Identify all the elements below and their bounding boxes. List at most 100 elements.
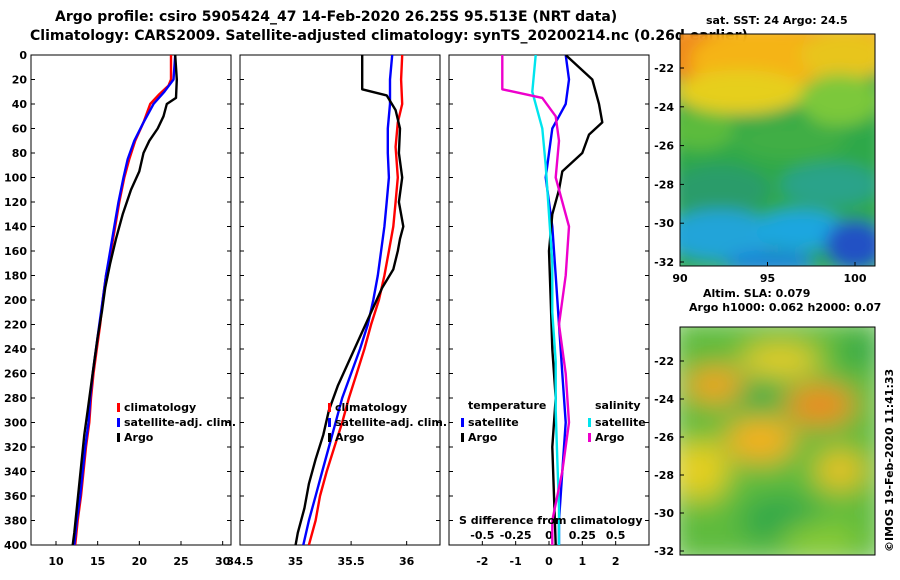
legend-label-s-satellite: satellite <box>595 416 646 429</box>
temperature-plot-frame <box>30 54 232 546</box>
x-tick-label: 15 <box>90 555 105 568</box>
y-tick-label: 140 <box>4 221 27 234</box>
s-tick-label: 0.25 <box>569 529 596 542</box>
map-axis-ticks: -22 -24 -26 -28 -30 -32 90 95 100 -22 -24 -26 -28 -30… <box>654 62 867 558</box>
map-x-tick-label: 100 <box>844 272 867 285</box>
x-tick-label: 10 <box>48 555 64 568</box>
y-tick-label: 400 <box>4 539 27 552</box>
salinity-line-satellite-adj-clim- <box>302 55 394 545</box>
map-y-tick-label: -30 <box>654 507 674 520</box>
sst-map-title: sat. SST: 24 Argo: 24.5 <box>706 14 848 27</box>
figure-title-line2: Climatology: CARS2009. Satellite-adjuste… <box>30 28 748 44</box>
salinity-plot-frame <box>239 54 441 546</box>
sla-map-image <box>680 327 875 555</box>
figure-title-line1: Argo profile: csiro 5905424_47 14-Feb-20… <box>55 9 617 25</box>
s-tick-label: -0.5 <box>470 529 494 542</box>
salinity-series-group <box>294 55 405 545</box>
temperature-line-satellite-adj-clim- <box>73 55 177 545</box>
map-y-tick-label: -28 <box>654 469 674 482</box>
legend-label-s-argo: Argo <box>595 431 625 444</box>
map-y-tick-label: -32 <box>654 545 674 558</box>
legend-title-salinity: salinity <box>595 399 641 412</box>
y-tick-label: 120 <box>4 196 27 209</box>
y-tick-label: 100 <box>4 172 27 185</box>
x-tick-label: -2 <box>476 555 488 568</box>
legend-label-satellite-adj: satellite-adj. clim. <box>124 416 236 429</box>
y-tick-label: 380 <box>4 515 27 528</box>
x-tick-label: 1 <box>579 555 587 568</box>
legend-label-t-satellite: satellite <box>468 416 519 429</box>
salinity-line-climatology <box>307 55 404 545</box>
map-y-tick-label: -30 <box>654 217 674 230</box>
salinity-line-argo <box>294 55 405 545</box>
salinity-legend: climatology satellite-adj. clim. Argo <box>328 401 447 444</box>
map-y-tick-label: -28 <box>654 178 674 191</box>
map-y-tick-label: -26 <box>654 140 674 153</box>
legend-swatch-satellite-adj <box>328 418 331 427</box>
legend-swatch-t-argo <box>461 433 464 442</box>
y-tick-label: 320 <box>4 441 27 454</box>
y-tick-label: 40 <box>12 98 28 111</box>
legend-swatch-s-satellite <box>588 418 591 427</box>
sst-map-frame <box>679 33 876 267</box>
legend-swatch-climatology <box>328 403 331 412</box>
map-y-tick-label: -24 <box>654 101 674 114</box>
legend-label-climatology: climatology <box>335 401 407 414</box>
map-y-tick-label: -24 <box>654 393 674 406</box>
x-tick-label: 25 <box>173 555 188 568</box>
y-tick-label: 300 <box>4 417 27 430</box>
x-tick-label: 2 <box>612 555 620 568</box>
x-tick-label: -1 <box>510 555 522 568</box>
y-tick-label: 280 <box>4 392 27 405</box>
difference-legend: temperature satellite Argo salinity sate… <box>461 399 646 444</box>
temperature-line-argo <box>71 55 179 545</box>
y-tick-label: 340 <box>4 466 27 479</box>
map-y-tick-label: -32 <box>654 256 674 269</box>
y-tick-label: 0 <box>19 49 27 62</box>
map-x-tick-label: 95 <box>760 272 775 285</box>
x-tick-label: 34.5 <box>226 555 253 568</box>
difference-secondary-axis-title: S difference from climatology <box>459 514 643 527</box>
profile-series <box>71 55 604 545</box>
sla-map-title-line2: Argo h1000: 0.062 h2000: 0.07 <box>689 301 881 314</box>
y-tick-label: 260 <box>4 368 27 381</box>
x-tick-label: 35.5 <box>338 555 365 568</box>
difference-line-s-satellite <box>531 55 561 545</box>
map-x-tick-label: 90 <box>672 272 688 285</box>
y-tick-label: 180 <box>4 270 27 283</box>
map-y-tick-label: -22 <box>654 62 674 75</box>
legend-title-temperature: temperature <box>468 399 546 412</box>
difference-series-group <box>501 55 604 545</box>
sla-map-frame <box>679 326 876 556</box>
x-tick-label: 35 <box>288 555 303 568</box>
legend-label-argo: Argo <box>124 431 154 444</box>
y-tick-label: 220 <box>4 319 27 332</box>
imos-credit: ©IMOS 19-Feb-2020 11:41:33 <box>883 369 896 552</box>
map-y-tick-label: -26 <box>654 431 674 444</box>
y-tick-label: 60 <box>12 123 28 136</box>
s-tick-label: 0.5 <box>606 529 626 542</box>
difference-line-t-argo <box>547 55 604 545</box>
legend-label-climatology: climatology <box>124 401 196 414</box>
temperature-legend: climatology satellite-adj. clim. Argo <box>117 401 236 444</box>
y-tick-label: 360 <box>4 490 27 503</box>
map-y-tick-label: -22 <box>654 355 674 368</box>
x-tick-label: 36 <box>399 555 415 568</box>
s-tick-label: -0.25 <box>500 529 532 542</box>
sla-map-title-line1: Altim. SLA: 0.079 <box>703 287 810 300</box>
y-tick-label: 160 <box>4 245 27 258</box>
legend-swatch-s-argo <box>588 433 591 442</box>
difference-plot-frame <box>448 54 650 546</box>
legend-label-t-argo: Argo <box>468 431 498 444</box>
y-tick-label: 80 <box>12 147 28 160</box>
y-tick-label: 240 <box>4 343 27 356</box>
legend-swatch-climatology <box>117 403 120 412</box>
x-tick-label: 20 <box>132 555 148 568</box>
x-tick-label: 30 <box>215 555 231 568</box>
legend-swatch-t-satellite <box>461 418 464 427</box>
legend-swatch-argo <box>117 433 120 442</box>
difference-line-s-argo <box>501 55 571 545</box>
y-tick-label: 20 <box>12 74 28 87</box>
sst-map-image <box>680 34 875 266</box>
